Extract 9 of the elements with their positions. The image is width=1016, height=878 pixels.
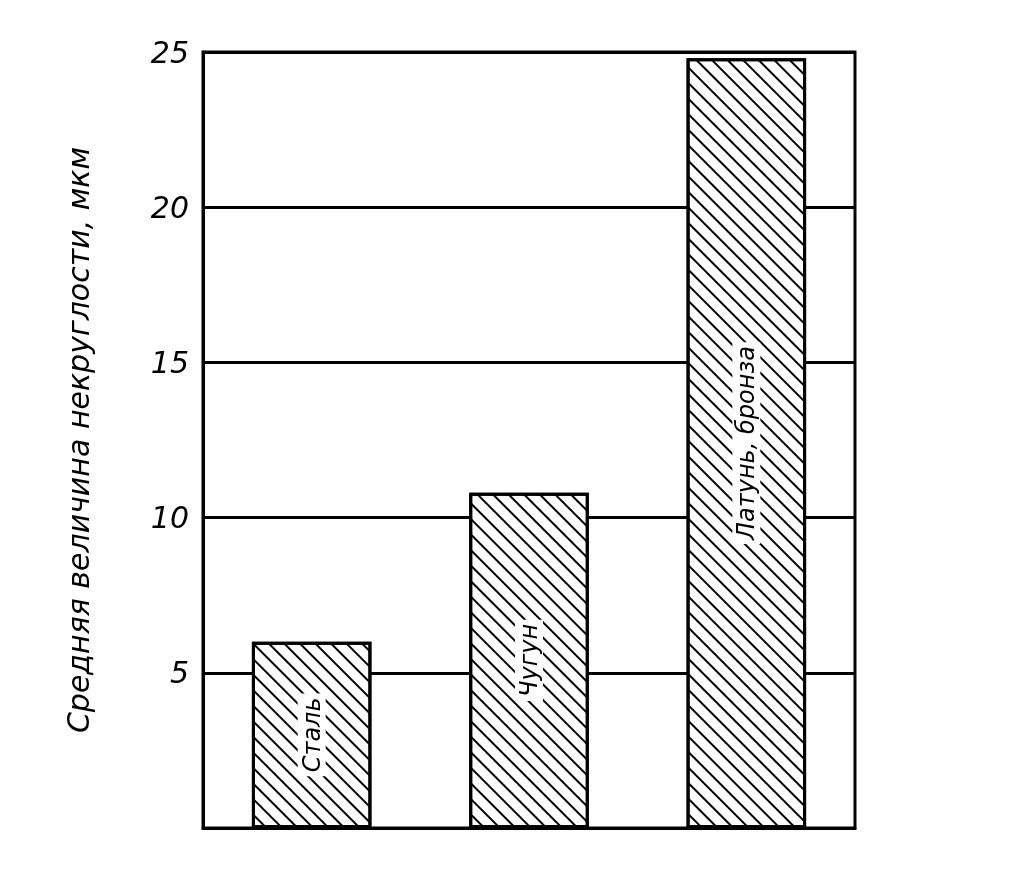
y-tick-label: 10 (150, 500, 189, 536)
y-tick-label: 5 (169, 655, 189, 691)
y-tick-label: 20 (150, 189, 189, 225)
y-axis-title: Средняя величина некруглости, мкм (60, 146, 96, 734)
y-tick-label: 15 (150, 344, 189, 380)
y-tick-label: 25 (150, 34, 189, 70)
x-tick-label: Сталь (297, 697, 326, 773)
x-tick-label: Чугун (515, 623, 543, 697)
x-tick-label: Латунь, бронза (732, 346, 761, 542)
